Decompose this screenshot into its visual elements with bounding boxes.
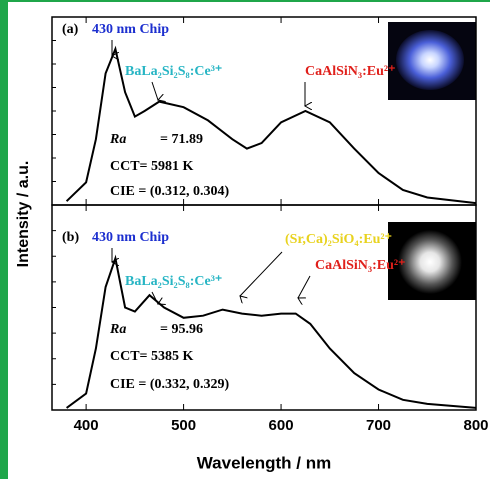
y-axis-label: Intensity / a.u. bbox=[15, 161, 32, 268]
annotation: BaLa₂Si₂S₈:Ce³⁺ bbox=[125, 64, 222, 79]
annotation: = 95.96 bbox=[160, 322, 203, 337]
spectrum-line bbox=[66, 254, 477, 409]
arrows bbox=[112, 40, 310, 304]
annotation: (Sr,Ca)₂SiO₄:Eu²⁺ bbox=[285, 232, 392, 247]
spectrum-line bbox=[65, 45, 477, 205]
annotation: CCT= 5981 K bbox=[110, 159, 194, 174]
annotation: CIE = (0.312, 0.304) bbox=[110, 184, 230, 199]
annotation: Ra bbox=[109, 132, 126, 147]
annotation: 430 nm Chip bbox=[92, 22, 169, 37]
annotation: CIE = (0.332, 0.329) bbox=[110, 377, 230, 392]
annotation: Ra bbox=[109, 322, 126, 337]
frame-strip bbox=[0, 0, 8, 479]
annotation: CaAlSiN₃:Eu²⁺ bbox=[315, 258, 405, 273]
annotation: = 71.89 bbox=[160, 132, 203, 147]
x-tick-label: 400 bbox=[74, 417, 99, 434]
annotation: CaAlSiN₃:Eu²⁺ bbox=[305, 64, 395, 79]
x-tick-label: 800 bbox=[463, 417, 488, 434]
x-tick-label: 600 bbox=[269, 417, 294, 434]
x-axis-label: Wavelength / nm bbox=[197, 453, 331, 472]
x-tick-label: 700 bbox=[366, 417, 391, 434]
x-tick-label: 500 bbox=[171, 417, 196, 434]
annotation: 430 nm Chip bbox=[92, 230, 169, 245]
inset-photo bbox=[398, 230, 462, 294]
panel-label: (b) bbox=[62, 230, 79, 245]
panel-label: (a) bbox=[62, 22, 79, 37]
annotation: BaLa₂Si₂S₈:Ce³⁺ bbox=[125, 274, 222, 289]
frame-strip bbox=[0, 0, 490, 2]
inset-photo bbox=[396, 30, 464, 90]
annotation: CCT= 5385 K bbox=[110, 349, 194, 364]
